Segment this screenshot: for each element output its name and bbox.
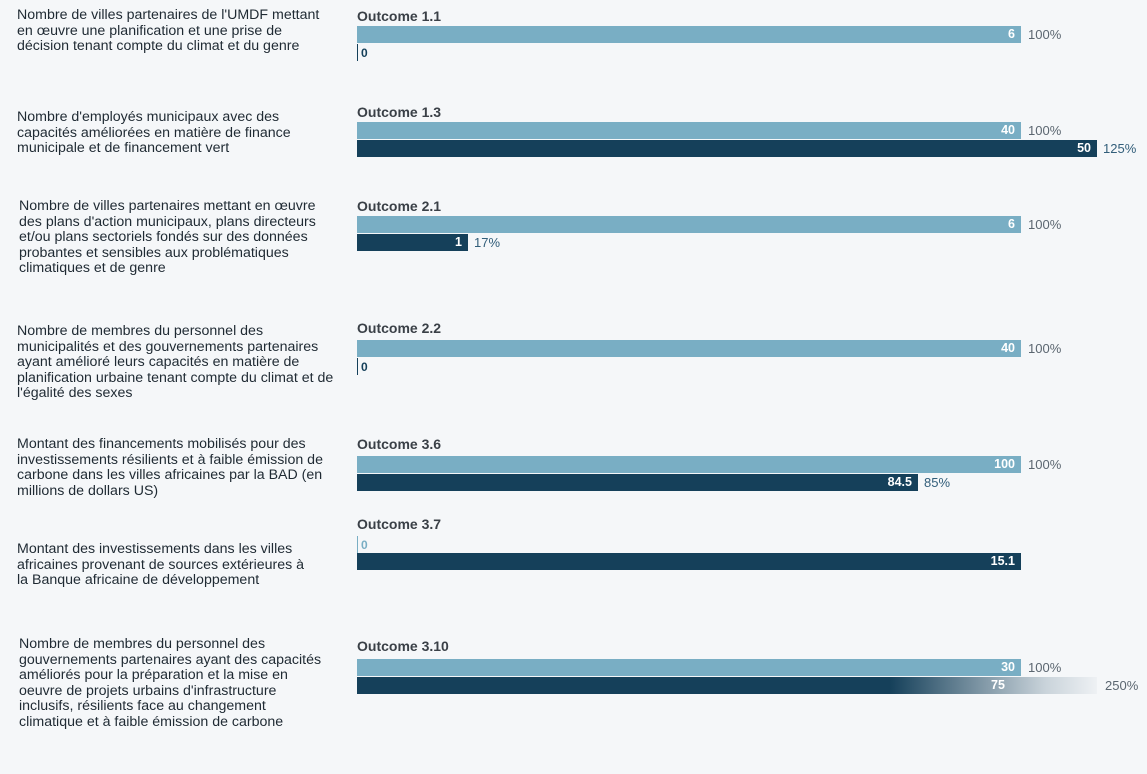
actual-percent-label: 17%	[474, 235, 501, 250]
target-bar-label: 6	[1008, 217, 1015, 231]
row-description: Nombre de membres du personnel des munic…	[17, 323, 334, 401]
outcome-title: Outcome 1.1	[357, 8, 442, 24]
actual-percent-label: 85%	[924, 475, 951, 490]
actual-bar: 75	[357, 677, 1097, 694]
actual-bar: 50	[357, 140, 1097, 157]
row-description: Nombre de villes partenaires de l'UMDF m…	[17, 7, 320, 54]
target-bar: 6	[357, 26, 1021, 43]
target-percent-label: 100%	[1028, 660, 1062, 675]
outcome-title: Outcome 3.10	[357, 638, 449, 654]
actual-bar-label: 75	[991, 678, 1005, 692]
row-description: Nombre d'employés municipaux avec des ca…	[17, 109, 291, 156]
row-description: Nombre de membres du personnel des gouve…	[19, 636, 322, 730]
actual-percent-label: 250%	[1105, 678, 1139, 693]
row-description: Nombre de villes partenaires mettant en …	[19, 198, 316, 276]
target-bar-label: 6	[1008, 27, 1015, 41]
actual-bar-label: 84.5	[887, 475, 912, 489]
target-zero-marker: 0	[357, 536, 368, 553]
actual-zero-marker: 0	[357, 358, 368, 375]
row-description: Montant des financements mobilisés pour …	[17, 436, 323, 499]
target-bar-label: 100	[994, 457, 1015, 471]
target-bar: 6	[357, 216, 1021, 233]
actual-bar-label: 50	[1077, 141, 1091, 155]
outcome-title: Outcome 3.7	[357, 516, 442, 532]
target-percent-label: 100%	[1028, 341, 1062, 356]
row-description: Montant des investissements dans les vil…	[17, 541, 305, 588]
outcome-title: Outcome 2.1	[357, 198, 442, 214]
target-bar: 40	[357, 340, 1021, 357]
target-bar-label: 40	[1001, 341, 1015, 355]
target-bar-label: 30	[1001, 660, 1015, 674]
target-bar-label: 40	[1001, 123, 1015, 137]
actual-bar: 15.1	[357, 553, 1021, 570]
target-percent-label: 100%	[1028, 217, 1062, 232]
outcome-title: Outcome 3.6	[357, 436, 442, 452]
actual-bar: 1	[357, 234, 468, 251]
target-bar: 40	[357, 122, 1021, 139]
target-percent-label: 100%	[1028, 123, 1062, 138]
actual-bar-label: 15.1	[990, 554, 1015, 568]
actual-bar: 84.5	[357, 474, 918, 491]
target-percent-label: 100%	[1028, 457, 1062, 472]
actual-bar-label: 1	[455, 235, 462, 249]
actual-zero-marker: 0	[357, 44, 368, 61]
outcome-title: Outcome 2.2	[357, 320, 442, 336]
target-percent-label: 100%	[1028, 27, 1062, 42]
target-bar: 100	[357, 456, 1021, 473]
target-bar: 30	[357, 659, 1021, 676]
actual-percent-label: 125%	[1103, 141, 1137, 156]
outcome-title: Outcome 1.3	[357, 104, 442, 120]
